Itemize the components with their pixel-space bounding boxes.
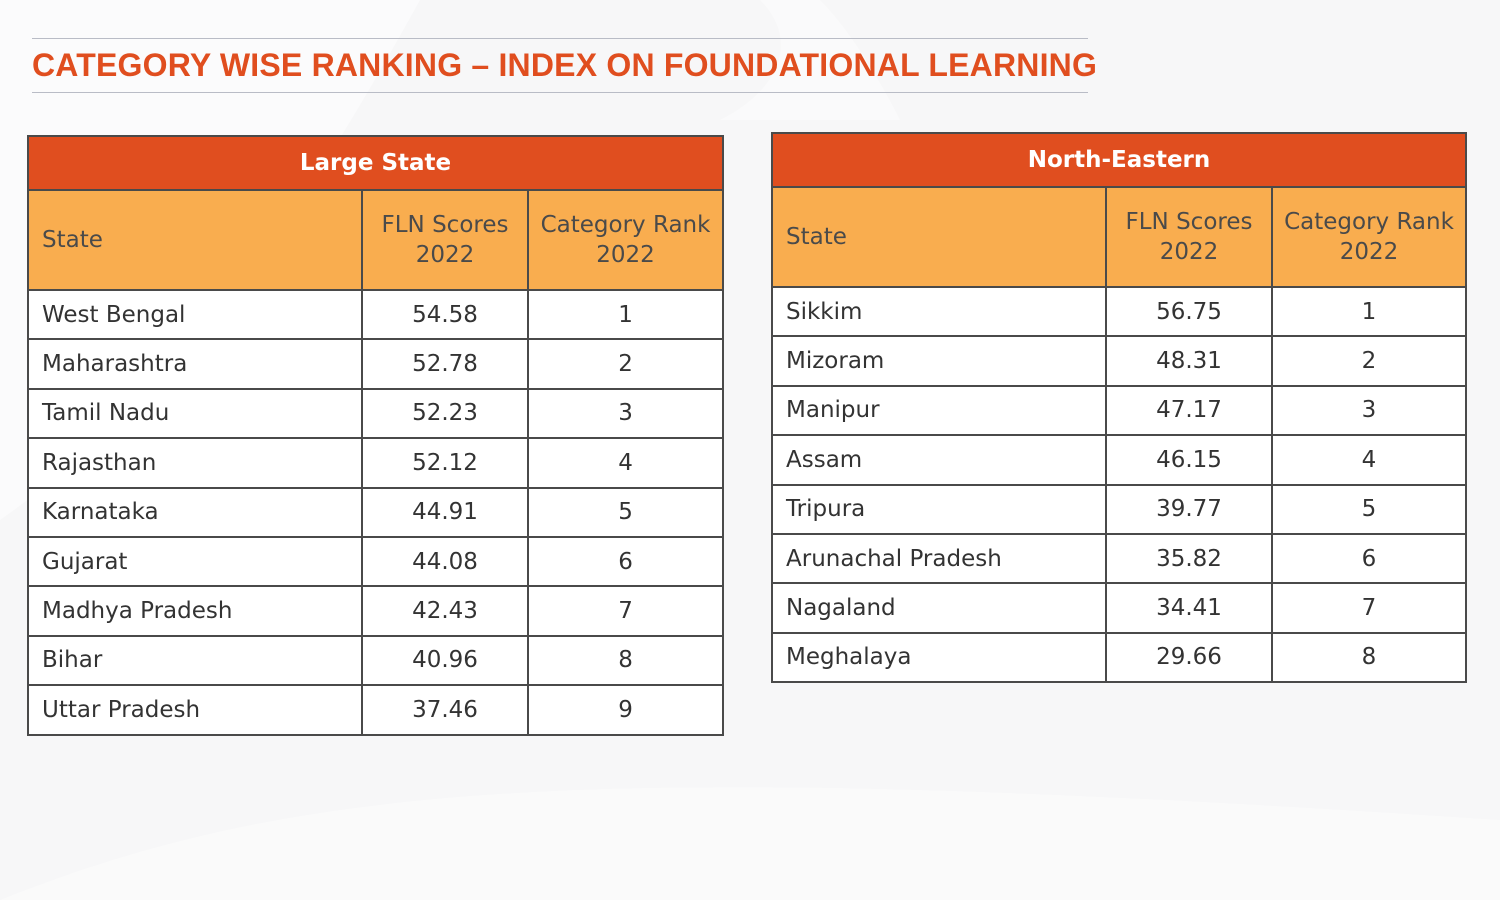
fln-score: 35.82 <box>1105 532 1273 585</box>
fln-score-year: 2022 <box>415 242 475 268</box>
state-name: Manipur <box>771 384 1107 437</box>
table-row: Maharashtra 52.78 2 <box>27 338 725 390</box>
fln-score-label: FLN Scores <box>1125 209 1253 235</box>
table-row: Madhya Pradesh 42.43 7 <box>27 585 725 637</box>
large-state-table: Large State State FLN Scores 2022 Catego… <box>26 135 725 736</box>
column-header-fln-score: FLN Scores 2022 <box>361 189 529 291</box>
fln-score: 56.75 <box>1105 285 1273 338</box>
fln-score: 39.77 <box>1105 483 1273 535</box>
category-rank: 6 <box>1271 532 1467 585</box>
category-rank: 3 <box>526 387 725 440</box>
table-row: Meghalaya 29.66 8 <box>771 631 1467 684</box>
state-name: Meghalaya <box>771 631 1107 684</box>
fln-score: 37.46 <box>361 684 529 736</box>
table-row: Nagaland 34.41 7 <box>771 582 1467 634</box>
fln-score: 44.08 <box>361 535 529 588</box>
state-name: Madhya Pradesh <box>27 585 363 637</box>
table-row: Karnataka 44.91 5 <box>27 486 725 538</box>
column-header-state: State <box>27 189 363 291</box>
table-row: Manipur 47.17 3 <box>771 384 1467 437</box>
category-rank: 7 <box>526 585 725 637</box>
north-eastern-table: North-Eastern State FLN Scores 2022 Cate… <box>771 132 1467 684</box>
fln-score-label: FLN Scores <box>381 212 509 238</box>
state-name: Nagaland <box>771 582 1107 634</box>
fln-score: 40.96 <box>361 634 529 687</box>
category-rank: 7 <box>1271 582 1467 634</box>
category-header: North-Eastern <box>771 132 1467 188</box>
fln-score-year: 2022 <box>1159 239 1219 265</box>
fln-score: 34.41 <box>1105 582 1273 634</box>
category-rank: 3 <box>1271 384 1467 437</box>
table-row: Sikkim 56.75 1 <box>771 285 1467 338</box>
state-name: Mizoram <box>771 335 1107 387</box>
category-rank-year: 2022 <box>1339 239 1399 265</box>
state-name: West Bengal <box>27 288 363 341</box>
state-name: Uttar Pradesh <box>27 684 363 736</box>
page-title: CATEGORY WISE RANKING – INDEX ON FOUNDAT… <box>32 47 1098 83</box>
fln-score: 52.23 <box>361 387 529 440</box>
category-rank: 6 <box>526 535 725 588</box>
state-name: Arunachal Pradesh <box>771 532 1107 585</box>
title-block: CATEGORY WISE RANKING – INDEX ON FOUNDAT… <box>32 38 1097 93</box>
fln-score: 47.17 <box>1105 384 1273 437</box>
column-header-category-rank: Category Rank 2022 <box>526 189 725 291</box>
category-rank: 8 <box>526 634 725 687</box>
table-row: Mizoram 48.31 2 <box>771 335 1467 387</box>
fln-score: 48.31 <box>1105 335 1273 387</box>
state-name: Sikkim <box>771 285 1107 338</box>
table-row: Gujarat 44.08 6 <box>27 535 725 588</box>
fln-score: 46.15 <box>1105 434 1273 486</box>
table-row: Assam 46.15 4 <box>771 434 1467 486</box>
state-name: Bihar <box>27 634 363 687</box>
fln-score: 29.66 <box>1105 631 1273 684</box>
table-row: Arunachal Pradesh 35.82 6 <box>771 532 1467 585</box>
category-rank: 2 <box>1271 335 1467 387</box>
fln-score: 52.12 <box>361 437 529 489</box>
state-name: Karnataka <box>27 486 363 538</box>
state-name: Rajasthan <box>27 437 363 489</box>
fln-score: 54.58 <box>361 288 529 341</box>
column-header-category-rank: Category Rank 2022 <box>1271 186 1467 288</box>
table-row: Uttar Pradesh 37.46 9 <box>27 684 725 736</box>
category-rank: 5 <box>1271 483 1467 535</box>
column-header-state: State <box>771 186 1107 288</box>
fln-score: 42.43 <box>361 585 529 637</box>
category-rank: 9 <box>526 684 725 736</box>
fln-score: 52.78 <box>361 338 529 390</box>
category-rank-label: Category Rank <box>540 212 711 238</box>
category-rank: 1 <box>1271 285 1467 338</box>
fln-score: 44.91 <box>361 486 529 538</box>
state-name: Gujarat <box>27 535 363 588</box>
state-name: Maharashtra <box>27 338 363 390</box>
category-rank: 2 <box>526 338 725 390</box>
category-rank: 4 <box>526 437 725 489</box>
state-name: Assam <box>771 434 1107 486</box>
category-header: Large State <box>26 135 725 191</box>
table-row: Rajasthan 52.12 4 <box>27 437 725 489</box>
table-row: Tamil Nadu 52.23 3 <box>27 387 725 440</box>
category-rank: 1 <box>526 288 725 341</box>
table-row: Tripura 39.77 5 <box>771 483 1467 535</box>
table-row: West Bengal 54.58 1 <box>27 288 725 341</box>
column-header-fln-score: FLN Scores 2022 <box>1105 186 1273 288</box>
category-rank: 8 <box>1271 631 1467 684</box>
category-rank: 4 <box>1271 434 1467 486</box>
category-rank: 5 <box>526 486 725 538</box>
category-rank-year: 2022 <box>596 242 655 268</box>
state-name: Tamil Nadu <box>27 387 363 440</box>
table-row: Bihar 40.96 8 <box>27 634 725 687</box>
state-name: Tripura <box>771 483 1107 535</box>
category-rank-label: Category Rank <box>1284 209 1454 235</box>
